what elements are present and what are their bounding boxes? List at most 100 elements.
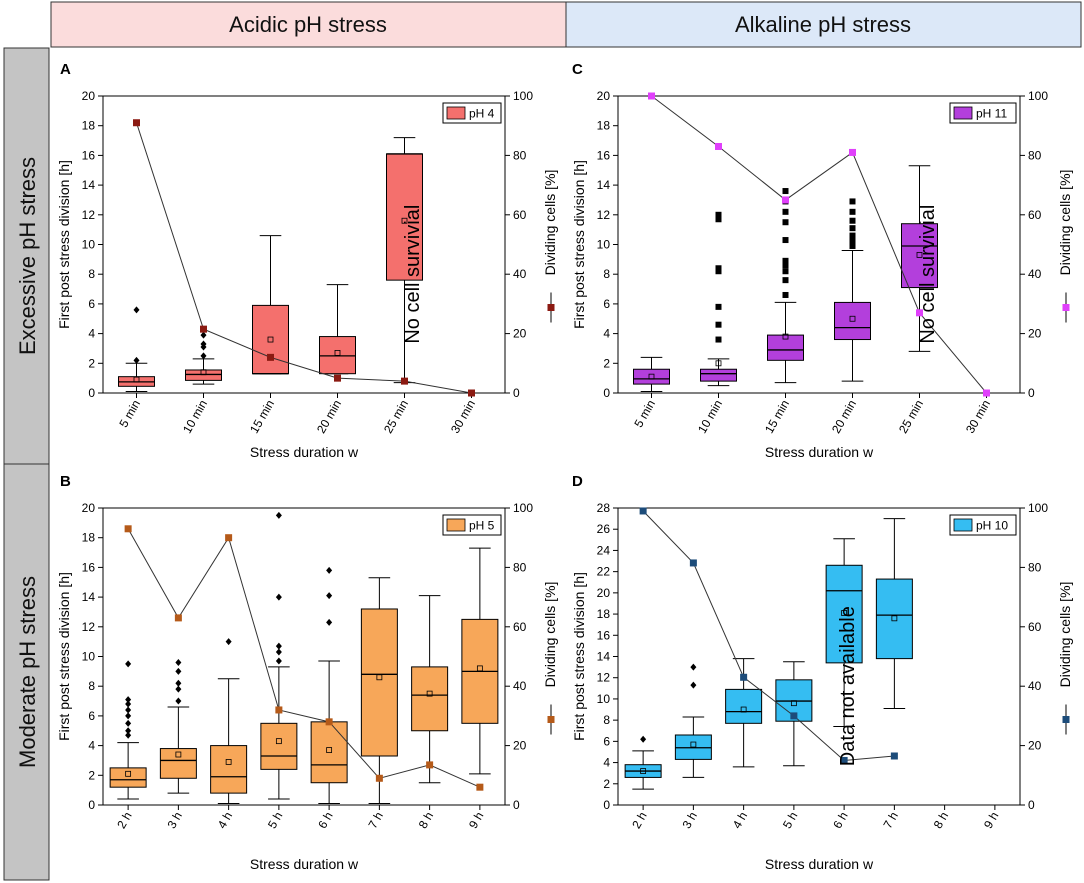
y-tick-label: 10 — [597, 238, 611, 252]
outlier — [715, 265, 722, 272]
y2-tick-label: 100 — [513, 501, 533, 515]
alkaline-header-label: Alkaline pH stress — [735, 12, 911, 37]
x-tick-label: 8 h — [416, 810, 436, 831]
dividing-cells-point — [275, 706, 283, 714]
y-tick-label: 12 — [82, 620, 96, 634]
box — [725, 688, 763, 724]
mean-marker — [426, 690, 433, 697]
x-tick-label: 25 min — [896, 398, 926, 436]
alkaline-header-box — [565, 1, 1082, 48]
dividing-cells-point — [133, 119, 140, 127]
outlier — [175, 697, 182, 705]
outlier — [225, 638, 232, 646]
legend-swatch — [953, 106, 973, 120]
box — [210, 745, 248, 794]
y-tick-label: 14 — [597, 650, 611, 664]
y2-tick-label: 0 — [513, 798, 520, 812]
mean-marker — [891, 615, 898, 622]
dividing-cells-line — [136, 122, 472, 394]
y2-tick-label: 20 — [1028, 327, 1042, 341]
x-tick-label: 5 h — [780, 810, 800, 831]
dividing-cells-point — [225, 534, 233, 542]
outlier — [133, 356, 140, 364]
x-axis-title: Stress duration w — [765, 856, 874, 872]
x-tick-label: 20 min — [314, 398, 344, 436]
excessive-row-header-label: Excessive pH stress — [15, 157, 40, 355]
panel-letter: D — [572, 473, 583, 490]
y-tick-label: 12 — [597, 671, 611, 685]
y2-tick-label: 40 — [513, 679, 527, 693]
panel-b-chart: B 0 2 4 6 8 10 12 14 16 18 20 0 20 40 60 80 100 2 h 3 h 4 h 5… — [56, 473, 558, 872]
x-tick-label: 4 h — [215, 810, 235, 831]
legend-label: pH 10 — [976, 519, 1008, 533]
y-tick-label: 14 — [597, 178, 611, 192]
y2-legend-marker — [547, 304, 555, 311]
y-tick-label: 18 — [82, 531, 96, 545]
dividing-cells-point — [849, 148, 856, 156]
x-axis-title: Stress duration w — [250, 444, 359, 460]
y2-tick-label: 80 — [513, 148, 527, 162]
dividing-cells-line — [651, 95, 987, 394]
mean-marker — [476, 665, 483, 672]
x-tick-label: 9 h — [466, 810, 486, 831]
x-tick-label: 5 h — [265, 810, 285, 831]
y2-tick-label: 20 — [1028, 739, 1042, 753]
dividing-cells-point — [782, 196, 789, 204]
moderate-row-header-box — [3, 463, 50, 881]
box — [901, 223, 938, 289]
outlier — [125, 731, 132, 739]
box — [360, 608, 398, 757]
mean-marker — [376, 674, 383, 681]
y2-tick-label: 0 — [1028, 386, 1035, 400]
mean-marker — [267, 336, 274, 343]
dividing-cells-point — [890, 752, 898, 760]
outlier — [782, 188, 789, 195]
dividing-cells-point — [124, 525, 132, 533]
dividing-cells-point — [740, 673, 748, 681]
x-tick-label: 5 min — [631, 398, 658, 430]
mean-marker — [690, 741, 697, 748]
legend-swatch — [446, 106, 466, 120]
y2-tick-label: 40 — [1028, 679, 1042, 693]
y-tick-label: 22 — [597, 565, 611, 579]
y-tick-label: 20 — [597, 586, 611, 600]
mean-marker — [200, 369, 207, 376]
box — [875, 578, 913, 660]
mean-marker — [175, 751, 182, 758]
x-tick-label: 6 h — [830, 810, 850, 831]
box — [252, 304, 289, 375]
y2-tick-label: 60 — [1028, 620, 1042, 634]
acidic-header-label: Acidic pH stress — [229, 12, 387, 37]
outlier — [782, 208, 789, 215]
x-tick-label: 2 h — [114, 810, 134, 831]
y2-tick-label: 0 — [1028, 798, 1035, 812]
y2-tick-label: 60 — [1028, 208, 1042, 222]
x-tick-label: 5 min — [116, 398, 143, 430]
y-axis-title: First post stress division [h] — [56, 160, 72, 329]
panel-letter: A — [60, 61, 71, 78]
outlier — [326, 592, 333, 600]
x-tick-label: 4 h — [730, 810, 750, 831]
outlier — [715, 211, 722, 218]
y2-tick-label: 80 — [1028, 560, 1042, 574]
dividing-cells-point — [401, 377, 408, 385]
x-tick-label: 15 min — [762, 398, 792, 436]
y-tick-label: 6 — [603, 734, 610, 748]
y2-axis-title: Dividing cells [%] — [1057, 582, 1073, 688]
outlier — [782, 237, 789, 244]
outlier — [782, 257, 789, 264]
plot-frame — [617, 507, 1021, 806]
y-axis-title: First post stress division [h] — [56, 572, 72, 741]
mean-marker — [133, 376, 140, 383]
legend-label: pH 11 — [976, 107, 1007, 121]
x-tick-label: 20 min — [829, 398, 859, 436]
y2-legend-marker — [1062, 304, 1070, 311]
x-tick-label: 25 min — [381, 398, 411, 436]
outlier — [849, 217, 856, 224]
x-tick-label: 30 min — [963, 398, 993, 436]
y-tick-label: 0 — [88, 386, 95, 400]
mean-marker — [740, 706, 747, 713]
box — [109, 767, 147, 788]
dividing-cells-point — [334, 374, 341, 382]
